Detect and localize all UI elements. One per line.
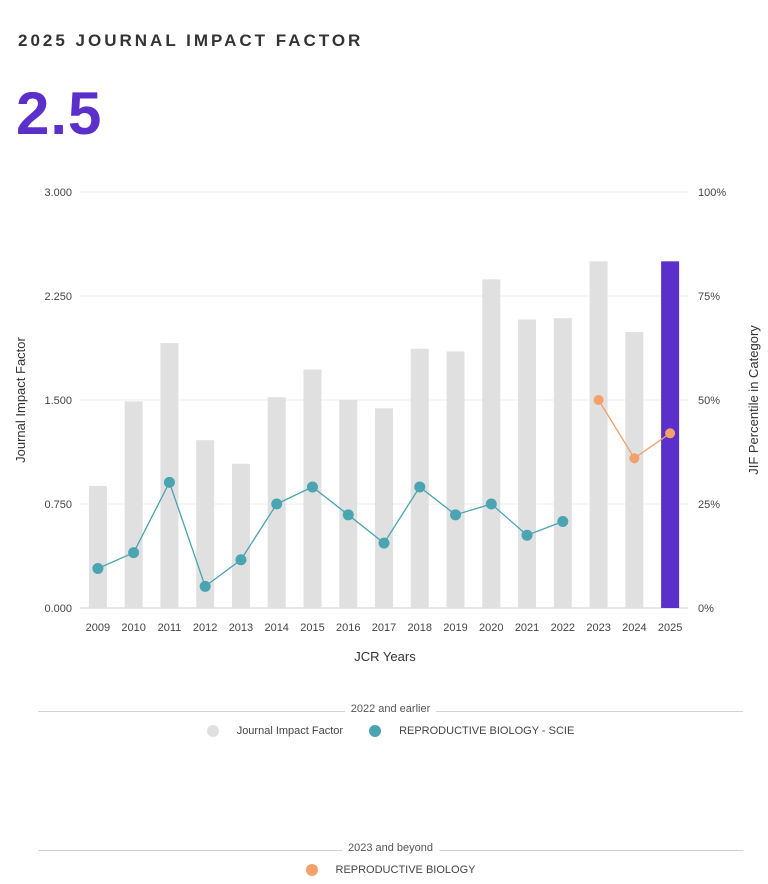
- legend-group-label: 2022 and earlier: [344, 703, 437, 715]
- x-tick-label: 2011: [158, 622, 182, 634]
- scie-point-2016: [342, 509, 354, 521]
- scie-point-2013: [235, 554, 247, 566]
- legend-item-jif[interactable]: Journal Impact Factor: [206, 725, 344, 737]
- bar-2012: [196, 440, 215, 608]
- repro-point-2025: [665, 428, 676, 439]
- x-axis-label: JCR Years: [354, 649, 416, 664]
- bar-2020: [482, 279, 501, 608]
- x-tick-label: 2012: [193, 622, 217, 634]
- scie-point-2011: [163, 476, 175, 488]
- legend-divider: 2022 and earlier: [38, 703, 743, 717]
- impact-factor-chart: 0.000 0.750 1.500 2.250 3.000 0% 25% 50% 75% 100%…: [13, 187, 761, 664]
- bar-2013: [231, 463, 250, 608]
- bar-2017: [375, 408, 393, 608]
- x-tick-label: 2020: [479, 622, 503, 634]
- y2-tick-label: 50%: [698, 395, 720, 407]
- x-tick-label: 2017: [372, 622, 396, 634]
- x-tick-label: 2023: [586, 622, 610, 634]
- scie-point-2014: [271, 498, 283, 510]
- x-tick-label: 2018: [408, 622, 432, 634]
- scie-point-2010: [128, 547, 140, 559]
- y-tick-label: 3.000: [44, 187, 72, 199]
- y-tick-label: 1.500: [44, 395, 72, 407]
- bar-2010: [124, 401, 143, 608]
- x-tick-label: 2021: [515, 622, 539, 634]
- scie-point-2009: [92, 562, 104, 574]
- y2-tick-label: 100%: [698, 187, 726, 199]
- bar-2023: [589, 261, 608, 608]
- scie-point-2019: [450, 509, 462, 521]
- scie-point-2021: [521, 529, 533, 541]
- scie-line: [97, 480, 564, 588]
- bar-2011: [160, 343, 179, 608]
- teal-dot-icon: [369, 725, 382, 737]
- x-tick-label: 2024: [622, 622, 646, 634]
- y2-tick-label: 25%: [698, 499, 720, 511]
- x-tick-label: 2015: [300, 622, 324, 634]
- x-tick-label: 2025: [658, 622, 682, 634]
- bar-2016: [339, 400, 358, 608]
- bar-2009: [88, 485, 107, 608]
- y2-tick-label: 75%: [698, 291, 720, 303]
- scie-point-2012: [199, 580, 211, 592]
- scie-point-2017: [378, 537, 390, 549]
- legend-group-label: 2023 and beyond: [341, 842, 440, 854]
- repro-point-2024: [629, 453, 640, 464]
- legend-item-label: Journal Impact Factor: [236, 725, 344, 737]
- legend-item-scie[interactable]: REPRODUCTIVE BIOLOGY - SCIE: [369, 725, 574, 737]
- legend-item-repro[interactable]: REPRODUCTIVE BIOLOGY: [305, 864, 476, 876]
- scie-point-2022: [557, 515, 569, 527]
- page-title: 2025 JOURNAL IMPACT FACTOR: [18, 31, 364, 50]
- legend-item-label: REPRODUCTIVE BIOLOGY: [335, 864, 476, 876]
- bar-2021: [518, 319, 537, 608]
- legend-group-2023: 2023 and beyond REPRODUCTIVE BIOLOGY: [38, 842, 743, 876]
- x-tick-label: 2009: [86, 622, 110, 634]
- scie-point-2015: [306, 481, 318, 493]
- y-axis-label: Journal Impact Factor: [13, 336, 28, 462]
- impact-factor-value: 2.5: [16, 80, 103, 147]
- x-tick-label: 2022: [551, 622, 575, 634]
- legend-divider: 2023 and beyond: [38, 842, 743, 856]
- y2-tick-label: 0%: [698, 603, 714, 615]
- bar-2024: [625, 332, 644, 608]
- gray-dot-icon: [206, 725, 219, 737]
- bar-2022: [553, 318, 572, 608]
- orange-dot-icon: [305, 864, 318, 876]
- y2-axis-label: JIF Percentile in Category: [746, 325, 761, 475]
- y-tick-label: 0.750: [44, 499, 72, 511]
- repro-point-2023: [593, 395, 604, 405]
- y-tick-label: 2.250: [44, 291, 72, 303]
- x-tick-label: 2013: [229, 622, 253, 634]
- legend-group-2022: 2022 and earlier Journal Impact Factor R…: [38, 703, 743, 737]
- y-tick-label: 0.000: [44, 603, 72, 615]
- scie-point-2018: [414, 481, 426, 493]
- bar-2019: [446, 351, 465, 608]
- x-tick-label: 2014: [264, 622, 288, 634]
- scie-point-2020: [485, 498, 497, 510]
- legend-item-label: REPRODUCTIVE BIOLOGY - SCIE: [399, 725, 575, 737]
- x-tick-label: 2019: [443, 622, 467, 634]
- bar-2018: [410, 348, 429, 608]
- x-tick-label: 2010: [121, 622, 145, 634]
- x-tick-label: 2016: [336, 622, 360, 634]
